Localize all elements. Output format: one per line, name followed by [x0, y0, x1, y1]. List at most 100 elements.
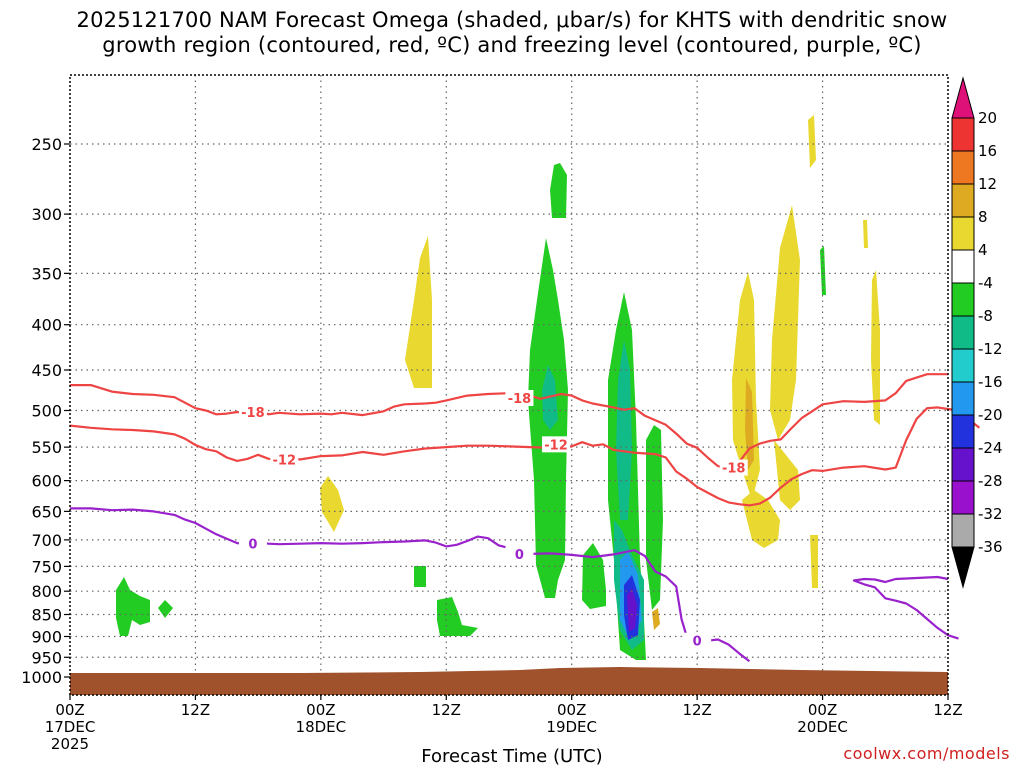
omega-blob-green-4	[437, 597, 478, 636]
contour-label--18-2: -18	[719, 459, 748, 477]
omega-blob-green-1	[116, 577, 150, 636]
y-tick-label-550: 550	[31, 438, 62, 457]
terrain-fill	[70, 667, 948, 695]
y-tick-label-400: 400	[31, 316, 62, 335]
contour-label-bg	[683, 632, 712, 649]
omega-blob-yellow-1	[405, 236, 432, 388]
contour-label--12-3: -12	[270, 451, 299, 469]
x-tick-label-72: 00Z	[808, 701, 837, 719]
contour-label-text: -18	[722, 462, 746, 477]
colorbar-box-12	[951, 480, 975, 515]
omega-blob-green-7	[820, 246, 826, 295]
contour-label-text: -18	[508, 392, 532, 407]
y-tick-label-600: 600	[31, 472, 62, 491]
omega-blob-yellow-9	[863, 220, 868, 248]
contour-label-text: 0	[693, 635, 702, 650]
contour-label--18-0: -18	[238, 404, 267, 421]
contour-label-bg	[505, 389, 534, 406]
contour-label--18-1: -18	[505, 389, 534, 407]
colorbar-label--12: -12	[978, 340, 1003, 358]
omega-blob-yellow-7	[774, 440, 800, 510]
omega-blob-yellow-6	[770, 205, 800, 440]
x-tick-label-84: 12Z	[933, 701, 962, 719]
contour-layer: -18 -18 -18 -12 -12 0 0 0	[69, 373, 981, 663]
y-tick-label-300: 300	[31, 205, 62, 224]
x-tick-year-0: 2025	[51, 735, 89, 753]
colorbar-box-4	[951, 216, 975, 251]
colorbar-label-12: 12	[978, 175, 997, 193]
terrain-layer	[70, 667, 948, 695]
x-tick-date-24: 18DEC	[296, 718, 347, 736]
x-tick-label-24: 00Z	[306, 701, 335, 719]
colorbar-box-11	[951, 447, 975, 482]
y-tick-label-450: 450	[31, 361, 62, 380]
omega-blob-yellow-8	[810, 535, 818, 588]
contour-label-text: -12	[544, 438, 568, 453]
contour-line-0b	[852, 575, 959, 640]
omega-blob-green-5	[582, 543, 606, 609]
y-tick-label-1000: 1000	[21, 668, 62, 687]
contour-label-bg	[542, 436, 571, 453]
x-tick-label-60: 12Z	[682, 701, 711, 719]
y-tick-label-850: 850	[31, 606, 62, 625]
contour-line--12	[69, 406, 981, 507]
colorbar-box-10	[951, 414, 975, 449]
colorbar-top-triangle	[951, 76, 975, 119]
colorbar-box-1	[951, 117, 975, 152]
x-tick-label-12: 12Z	[181, 701, 210, 719]
omega-blob-teal-2	[616, 340, 632, 520]
contour-label-bg	[270, 451, 299, 468]
colorbar-label-16: 16	[978, 142, 997, 160]
contour-line--18	[70, 373, 948, 469]
colorbar-label--8: -8	[978, 307, 993, 325]
contour-label--12-4: -12	[542, 436, 571, 453]
contour-line-0	[70, 507, 751, 663]
colorbar-label--16: -16	[978, 373, 1003, 391]
colorbar-box-8	[951, 348, 975, 383]
y-tick-label-650: 650	[31, 502, 62, 521]
chart-title-line2: growth region (contoured, red, ºC) and f…	[102, 33, 922, 57]
colorbar-label--32: -32	[978, 505, 1003, 523]
x-tick-date-72: 20DEC	[797, 718, 848, 736]
x-tick-label-48: 00Z	[557, 701, 586, 719]
colorbar-label-8: 8	[978, 208, 988, 226]
omega-blob-green-3	[414, 566, 426, 587]
y-tick-label-700: 700	[31, 531, 62, 550]
omega-blob-purple-1	[627, 588, 637, 632]
contour-label-bg	[719, 459, 748, 476]
colorbar-label--36: -36	[978, 538, 1003, 556]
colorbar-box-5	[951, 249, 975, 284]
x-tick-date-48: 19DEC	[546, 718, 597, 736]
y-tick-label-750: 750	[31, 557, 62, 576]
omega-shading-layer	[116, 115, 880, 660]
contour-label-text: -18	[241, 406, 265, 421]
y-tick-label-800: 800	[31, 582, 62, 601]
omega-blob-yellow-3	[808, 115, 816, 168]
colorbar-label-4: 4	[978, 241, 988, 259]
axis-layer: 250 300 350 400 450 500 550 600 650 700 750 800 850 9…	[21, 74, 963, 753]
colorbar-box-2	[951, 150, 975, 185]
contour-label-0-7: 0	[683, 632, 712, 650]
x-axis-title: Forecast Time (UTC)	[421, 746, 603, 767]
colorbar-box-7	[951, 315, 975, 350]
colorbar-label--20: -20	[978, 406, 1003, 424]
omega-blob-green-top	[550, 163, 567, 218]
colorbar-label--28: -28	[978, 472, 1003, 490]
contour-label-text: 0	[515, 548, 524, 563]
contour-label-bg	[238, 535, 267, 552]
x-tick-label-36: 12Z	[432, 701, 461, 719]
omega-blob-green-2	[158, 600, 173, 618]
plot-frame	[69, 74, 949, 696]
colorbar-box-3	[951, 183, 975, 218]
credit-link[interactable]: coolwx.com/models	[843, 744, 1010, 763]
y-tick-label-250: 250	[31, 135, 62, 154]
colorbar-box-9	[951, 381, 975, 416]
y-tick-label-500: 500	[31, 402, 62, 421]
colorbar-box-6	[951, 282, 975, 317]
colorbar-label--4: -4	[978, 274, 993, 292]
omega-blob-yellow-2	[320, 476, 344, 532]
colorbar-layer: 20 16 12 8 4 -4 -8 -12 -16 -20 -24 -28 -32 -36	[951, 76, 1003, 589]
chart-title-line1: 2025121700 NAM Forecast Omega (shaded, μ…	[76, 8, 948, 32]
colorbar-box-13	[951, 513, 975, 548]
colorbar-label--24: -24	[978, 439, 1003, 457]
